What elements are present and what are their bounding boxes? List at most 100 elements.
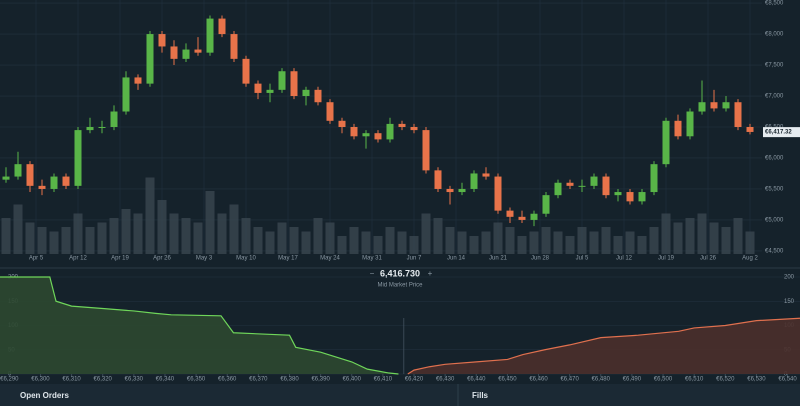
bids-line (0, 276, 399, 375)
last-price-label: €6,417.32 (765, 130, 792, 136)
y-tick-label: €5,000 (765, 218, 784, 224)
x-tick-label: €6,350 (187, 377, 206, 383)
candle-body (674, 120, 682, 137)
candle-body (218, 18, 226, 35)
candle-body (422, 130, 430, 171)
volume-bar (289, 227, 299, 254)
volume-bar (577, 227, 587, 254)
x-tick-label: €6,310 (62, 377, 81, 383)
x-tick-label: May 17 (278, 256, 298, 262)
x-tick-label: €6,500 (654, 377, 673, 383)
candle-body (350, 127, 358, 137)
volume-bar (649, 227, 659, 254)
y-tick-label: €7,000 (765, 94, 784, 100)
volume-bar (397, 231, 407, 254)
x-tick-label: €6,460 (529, 377, 548, 383)
candle-body (206, 18, 214, 53)
volume-bar (229, 204, 239, 254)
volume-bar (601, 227, 611, 254)
zoom-in[interactable]: + (428, 269, 433, 278)
y-tick-label: 150 (784, 299, 795, 305)
mid-caption: Mid Market Price (377, 283, 423, 289)
candle-body (734, 102, 742, 127)
y-tick-label: €7,500 (765, 63, 784, 69)
candle-body (230, 34, 238, 59)
volume-bar (37, 227, 47, 254)
y-tick-label: €8,000 (765, 32, 784, 38)
x-tick-label: Apr 19 (111, 256, 129, 262)
x-tick-label: €6,520 (716, 377, 735, 383)
open-orders-tab[interactable]: Open Orders (20, 391, 69, 400)
candle-body (170, 46, 178, 59)
x-tick-label: €6,300 (31, 377, 50, 383)
x-tick-label: Jun 7 (407, 256, 422, 262)
candle-body (518, 216, 526, 220)
candle-body (470, 173, 478, 189)
x-tick-label: Aug 2 (742, 256, 758, 262)
volume-bar (277, 222, 287, 254)
volume-bar (301, 231, 311, 254)
volume-bar (481, 231, 491, 254)
volume-bar (553, 231, 563, 254)
volume-bar (469, 236, 479, 254)
candle-body (26, 164, 34, 186)
asks-line (407, 317, 800, 375)
candle-body (566, 182, 574, 186)
volume-bar (205, 191, 215, 254)
candle-body (362, 133, 370, 137)
volume-bar (325, 222, 335, 254)
candle-body (686, 111, 694, 137)
candle-body (638, 192, 646, 202)
candle-body (242, 58, 250, 84)
x-tick-label: May 31 (362, 256, 382, 262)
candle-body (266, 89, 274, 93)
candle-body (626, 192, 634, 202)
x-tick-label: €6,390 (311, 377, 330, 383)
volume-bar (433, 218, 443, 254)
candle-body (302, 89, 310, 97)
candle-body (110, 111, 118, 127)
volume-bar (625, 231, 635, 254)
volume-bar (121, 209, 131, 254)
x-tick-label: €6,440 (467, 377, 486, 383)
volume-bar (193, 222, 203, 254)
volume-bar (685, 218, 695, 254)
volume-bar (133, 213, 143, 254)
x-tick-label: Jul 12 (616, 256, 633, 262)
volume-bar (637, 236, 647, 254)
candle-body (722, 102, 730, 109)
candle-body (614, 192, 622, 196)
volume-bar (253, 227, 263, 254)
candle-body (506, 210, 514, 217)
candle-body (326, 102, 334, 121)
x-tick-label: €6,330 (125, 377, 144, 383)
x-tick-label: €6,370 (249, 377, 268, 383)
volume-bar (337, 236, 347, 254)
volume-bar (217, 213, 227, 254)
candle-body (2, 176, 10, 180)
volume-bar (457, 231, 467, 254)
fills-tab[interactable]: Fills (472, 391, 489, 400)
candle-body (386, 123, 394, 140)
x-tick-label: May 10 (236, 256, 256, 262)
candle-body (98, 127, 106, 128)
candle-body (578, 185, 586, 187)
y-tick-label: €6,000 (765, 156, 784, 162)
volume-bar (697, 213, 707, 254)
volume-bar (265, 231, 275, 254)
zoom-out[interactable]: − (370, 269, 375, 278)
volume-bar (385, 227, 395, 254)
candle-body (458, 188, 466, 193)
volume-bar (517, 236, 527, 254)
candle-body (410, 127, 418, 131)
volume-bar (661, 213, 671, 254)
y-tick-label: €8,500 (765, 1, 784, 7)
x-tick-label: €6,430 (436, 377, 455, 383)
volume-bar (733, 218, 743, 254)
y-tick-label: €4,500 (765, 248, 784, 254)
x-tick-label: €6,490 (623, 377, 642, 383)
volume-bar (493, 222, 503, 254)
x-tick-label: Jun 21 (489, 256, 508, 262)
candle-body (290, 71, 298, 97)
